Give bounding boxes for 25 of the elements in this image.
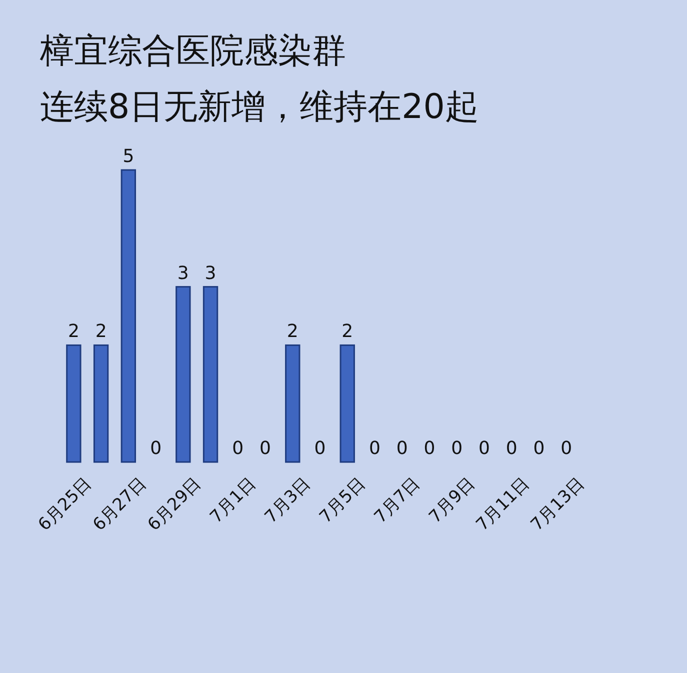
- data-label: 0: [424, 438, 436, 459]
- data-label: 0: [478, 438, 490, 459]
- data-label: 3: [177, 262, 189, 284]
- data-label: 0: [150, 438, 162, 459]
- data-label: 2: [342, 321, 354, 342]
- data-label: 0: [260, 438, 271, 459]
- chart-subtitle: 连续8日无新增，维持在20起: [40, 87, 479, 127]
- data-label: 0: [396, 438, 408, 459]
- data-label: 2: [68, 321, 80, 342]
- data-label: 0: [560, 438, 572, 459]
- data-label: 0: [506, 438, 518, 459]
- x-tick-label: 7月5日: [316, 474, 370, 528]
- data-label: 5: [122, 146, 134, 167]
- x-tick-label: 7月7日: [370, 474, 424, 528]
- data-label: 0: [451, 438, 463, 459]
- data-label: 0: [533, 438, 545, 459]
- data-label: 0: [314, 438, 326, 459]
- data-label: 2: [286, 321, 298, 342]
- x-tick-label: 7月3日: [261, 474, 315, 528]
- x-tick-label: 7月1日: [206, 474, 260, 528]
- data-label: 0: [369, 438, 380, 459]
- chart-title: 樟宜综合医院感染群: [39, 31, 346, 71]
- data-label: 0: [232, 438, 244, 459]
- data-label: 3: [204, 262, 216, 284]
- data-label: 2: [95, 321, 107, 342]
